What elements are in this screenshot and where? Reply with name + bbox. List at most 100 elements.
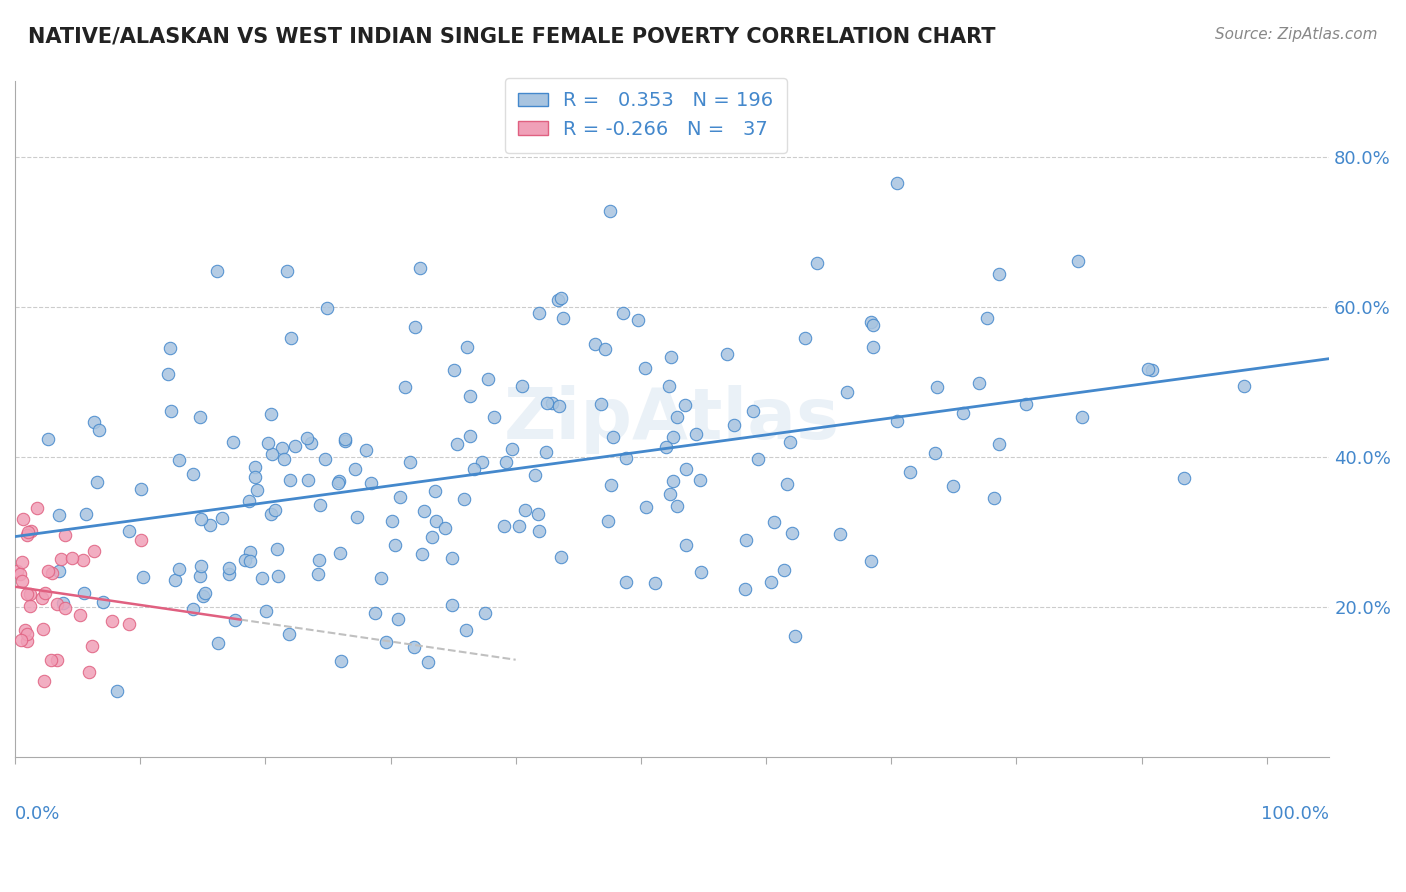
Point bbox=[41, 652, 63, 666]
Point bbox=[952, 406, 974, 420]
Point bbox=[1015, 397, 1038, 411]
Legend: R =   0.353   N = 196, R = -0.266   N =   37: R = 0.353 N = 196, R = -0.266 N = 37 bbox=[505, 78, 787, 153]
Point bbox=[381, 514, 404, 528]
Point bbox=[118, 616, 141, 631]
Point bbox=[328, 475, 350, 490]
Point bbox=[665, 499, 688, 513]
Point bbox=[190, 569, 212, 583]
Point bbox=[18, 587, 41, 601]
Point bbox=[404, 319, 426, 334]
Point bbox=[10, 555, 32, 569]
Point bbox=[266, 541, 288, 556]
Point bbox=[837, 385, 859, 400]
Point bbox=[15, 528, 38, 542]
Point bbox=[548, 399, 571, 413]
Point bbox=[238, 494, 260, 508]
Point bbox=[515, 503, 537, 517]
Point bbox=[898, 466, 921, 480]
Point bbox=[785, 629, 807, 643]
Point bbox=[11, 512, 34, 526]
Point bbox=[420, 531, 443, 545]
Point bbox=[190, 511, 212, 525]
Point bbox=[83, 415, 105, 429]
Point bbox=[655, 440, 678, 454]
Point bbox=[550, 549, 572, 564]
Point bbox=[551, 310, 574, 325]
Point bbox=[527, 508, 550, 522]
Point bbox=[723, 418, 745, 433]
Point bbox=[529, 524, 551, 538]
Point bbox=[165, 574, 187, 588]
Point bbox=[456, 340, 478, 354]
Point bbox=[599, 204, 621, 219]
Point bbox=[222, 434, 245, 449]
Point bbox=[404, 640, 426, 654]
Point bbox=[969, 376, 991, 391]
Point bbox=[690, 565, 713, 579]
Point bbox=[886, 414, 908, 428]
Point bbox=[218, 560, 240, 574]
Point bbox=[375, 635, 398, 649]
Point bbox=[983, 491, 1005, 506]
Point bbox=[860, 315, 883, 329]
Point bbox=[782, 525, 804, 540]
Point bbox=[927, 380, 949, 394]
Point bbox=[330, 654, 353, 668]
Point bbox=[271, 442, 294, 456]
Point bbox=[32, 673, 55, 688]
Point bbox=[987, 437, 1010, 451]
Point bbox=[471, 454, 494, 468]
Point bbox=[734, 582, 756, 596]
Point bbox=[91, 595, 114, 609]
Point bbox=[160, 403, 183, 417]
Point bbox=[776, 477, 799, 491]
Point bbox=[297, 473, 319, 487]
Point bbox=[198, 518, 221, 533]
Point bbox=[360, 476, 382, 491]
Point bbox=[666, 409, 689, 424]
Point bbox=[534, 445, 557, 459]
Text: NATIVE/ALASKAN VS WEST INDIAN SINGLE FEMALE POVERTY CORRELATION CHART: NATIVE/ALASKAN VS WEST INDIAN SINGLE FEM… bbox=[28, 27, 995, 46]
Point bbox=[384, 538, 406, 552]
Point bbox=[8, 566, 31, 581]
Point bbox=[1142, 363, 1164, 377]
Point bbox=[644, 576, 666, 591]
Point bbox=[254, 604, 277, 618]
Point bbox=[659, 351, 682, 365]
Point bbox=[72, 553, 94, 567]
Point bbox=[828, 527, 851, 541]
Point bbox=[742, 404, 765, 418]
Point bbox=[224, 613, 246, 627]
Point bbox=[48, 508, 70, 522]
Point bbox=[156, 367, 179, 381]
Point bbox=[245, 460, 267, 475]
Point bbox=[862, 318, 884, 333]
Point bbox=[627, 313, 650, 327]
Point bbox=[129, 482, 152, 496]
Point bbox=[181, 601, 204, 615]
Point bbox=[494, 519, 516, 533]
Point bbox=[284, 439, 307, 453]
Point bbox=[299, 436, 322, 450]
Point bbox=[458, 389, 481, 403]
Point bbox=[250, 571, 273, 585]
Point bbox=[924, 446, 946, 460]
Point bbox=[87, 423, 110, 437]
Point bbox=[423, 484, 446, 499]
Point bbox=[75, 507, 97, 521]
Point bbox=[280, 473, 302, 487]
Point bbox=[25, 501, 48, 516]
Point bbox=[105, 683, 128, 698]
Point bbox=[976, 310, 998, 325]
Point bbox=[31, 622, 53, 636]
Point bbox=[190, 559, 212, 574]
Point bbox=[658, 487, 681, 501]
Point bbox=[862, 340, 884, 354]
Point bbox=[246, 483, 269, 497]
Point bbox=[370, 571, 392, 585]
Point bbox=[207, 636, 229, 650]
Point bbox=[735, 533, 758, 547]
Point bbox=[859, 554, 882, 568]
Point bbox=[886, 176, 908, 190]
Point bbox=[276, 264, 298, 278]
